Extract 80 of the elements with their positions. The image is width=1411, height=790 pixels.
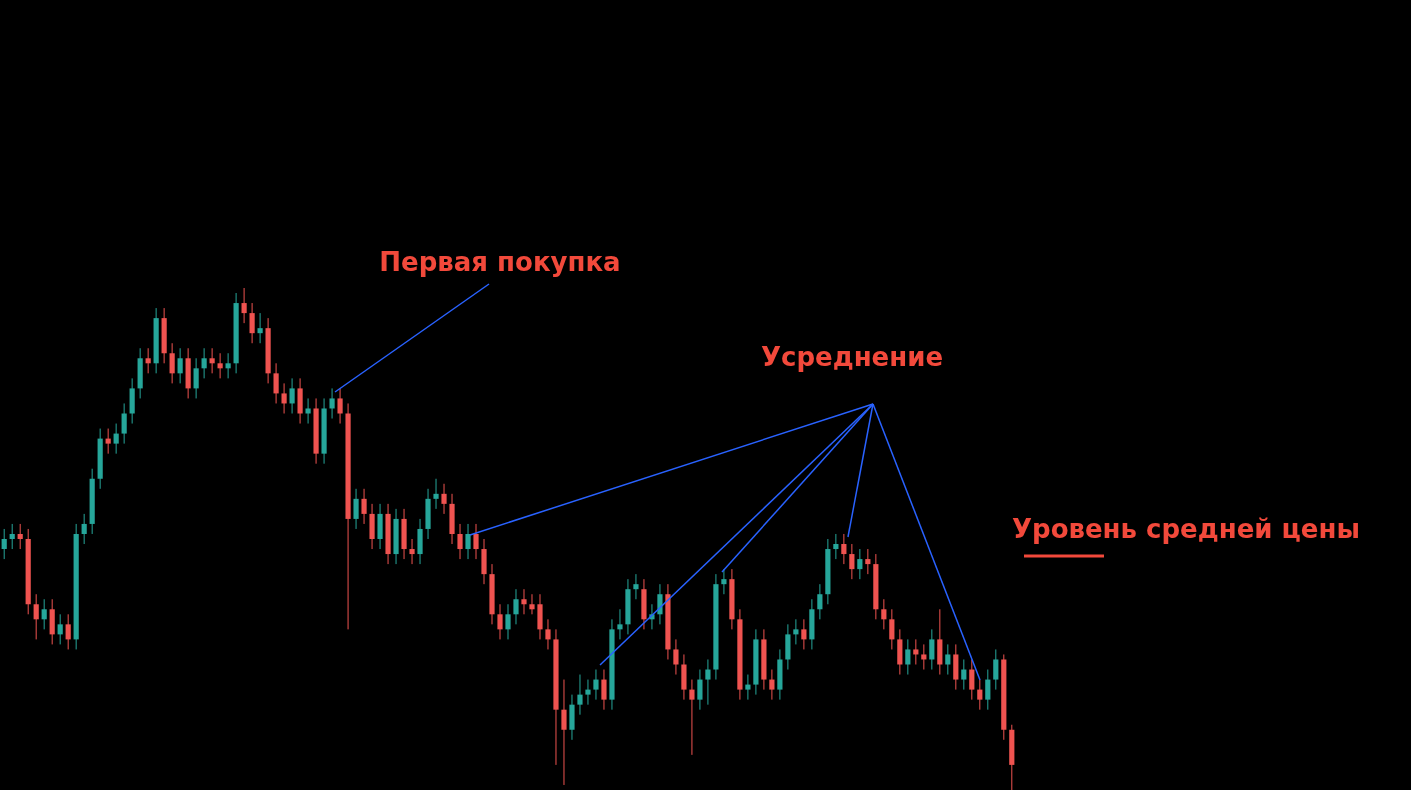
- candlestick: [513, 588, 519, 625]
- candlestick: [545, 618, 551, 650]
- candlestick: [921, 643, 927, 671]
- candlestick: [457, 523, 463, 560]
- candlestick: [801, 618, 807, 650]
- candlestick: [929, 628, 935, 671]
- candlestick: [473, 523, 479, 560]
- candlestick: [505, 603, 511, 640]
- candlestick: [441, 483, 447, 515]
- candlestick: [257, 312, 263, 344]
- candlestick: [465, 523, 471, 560]
- candlestick: [689, 679, 695, 756]
- text: Первая покупка: [379, 247, 621, 277]
- candlestick: [273, 362, 279, 404]
- candlestick: [697, 669, 703, 711]
- annotation: Усреднение: [760, 342, 944, 372]
- candlestick: [57, 613, 63, 645]
- candlestick: [225, 352, 231, 379]
- candlestick: [905, 638, 911, 676]
- candlestick: [833, 533, 839, 560]
- candlestick: [617, 608, 623, 640]
- candlestick: [881, 598, 887, 630]
- candlestick: [289, 377, 295, 414]
- candlestick: [865, 548, 871, 575]
- candlestick: [361, 488, 367, 525]
- candlestick: [841, 533, 847, 565]
- candlestick: [633, 573, 639, 600]
- candlestick: [121, 402, 127, 445]
- candlestick: [705, 658, 711, 706]
- candlestick: [33, 593, 39, 640]
- candlestick: [329, 387, 335, 420]
- candlestick: [65, 613, 71, 650]
- candlestick: [945, 643, 951, 676]
- candlestick: [145, 347, 151, 374]
- candlestick: [241, 287, 247, 324]
- candlestick: [497, 603, 503, 640]
- candlestick: [961, 658, 967, 691]
- candlestick: [721, 568, 727, 595]
- candlestick: [793, 618, 799, 645]
- candlestick: [217, 352, 223, 379]
- candlestick: [993, 648, 999, 691]
- candlestick: [521, 588, 527, 615]
- candlestick: [745, 674, 751, 701]
- candlestick: [585, 679, 591, 706]
- candlestick: [249, 302, 255, 344]
- candlestick: [17, 523, 23, 550]
- candlestick: [201, 347, 207, 379]
- candlestick: [193, 357, 199, 399]
- candlestick: [41, 598, 47, 630]
- candlestick: [9, 523, 15, 550]
- candlestick: [105, 428, 111, 455]
- candlestick: [81, 513, 87, 545]
- candlestick: [769, 669, 775, 701]
- candlestick: [857, 548, 863, 580]
- candlestick: [985, 669, 991, 711]
- candlestick: [913, 638, 919, 665]
- candlestick: [561, 679, 567, 786]
- candlestick: [817, 583, 823, 620]
- candlestick: [529, 593, 535, 615]
- candlestick: [969, 658, 975, 701]
- candlestick: [673, 638, 679, 676]
- candlestick: [353, 488, 359, 530]
- candlestick: [209, 347, 215, 374]
- candlestick: [433, 478, 439, 510]
- candlestick: [409, 538, 415, 565]
- candlestick: [169, 342, 175, 384]
- candlestick: [305, 397, 311, 425]
- candlestick: [977, 679, 983, 711]
- candlestick: [577, 674, 583, 716]
- candlestick: [281, 382, 287, 414]
- candlestick: [113, 423, 119, 455]
- candlestick: [177, 347, 183, 384]
- candlestick: [1, 528, 7, 560]
- candlestick: [657, 583, 663, 625]
- candlestick: [849, 543, 855, 580]
- candlestick: [593, 669, 599, 701]
- candlestick: [337, 387, 343, 425]
- candlestick: [889, 608, 895, 650]
- annotation: Уровень средней цены: [1012, 514, 1360, 544]
- candlestick: [601, 669, 607, 711]
